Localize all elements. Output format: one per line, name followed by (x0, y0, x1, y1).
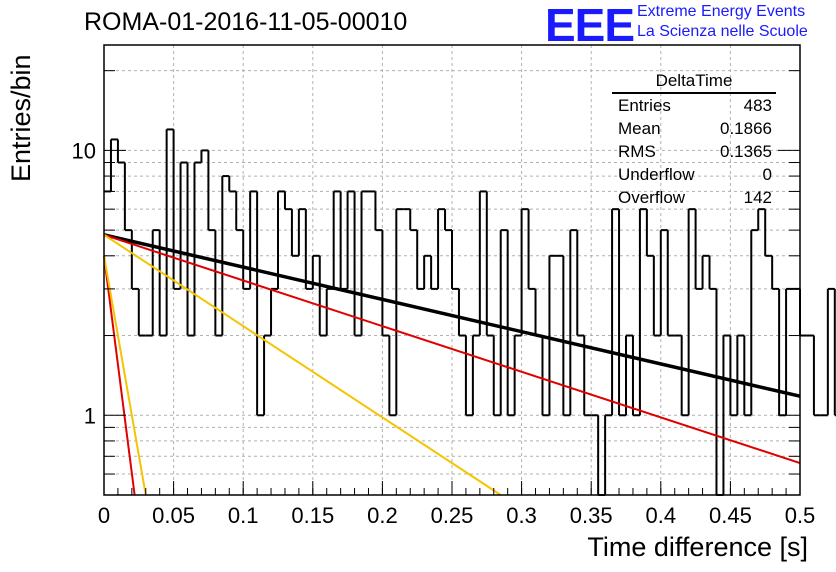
stats-box: DeltaTime Entries 483 Mean 0.1866 RMS 0.… (612, 70, 776, 209)
x-tick-label: 0.15 (291, 503, 334, 528)
fit-curves (103, 233, 801, 496)
stats-value: 142 (743, 188, 772, 207)
stats-label: Overflow (618, 188, 686, 207)
x-tick-label: 0 (98, 503, 110, 528)
grid-lines (104, 45, 800, 496)
x-tick-label: 0.1 (228, 503, 259, 528)
x-tick-label: 0.25 (431, 503, 474, 528)
x-tick-label: 0.45 (709, 503, 752, 528)
y-tick-label: 1 (84, 403, 96, 428)
logo-mark: EEE (545, 0, 635, 51)
fit-line (103, 255, 136, 496)
stats-value: 483 (743, 96, 772, 115)
y-axis-label: Entries/bin (6, 54, 36, 182)
fit-line (103, 255, 147, 496)
logo-line1: Extreme Energy Events (637, 3, 806, 20)
run-title: ROMA-01-2016-11-05-00010 (84, 8, 408, 36)
logo-line2: La Scienza nelle Scuole (637, 23, 808, 40)
fit-line (103, 233, 502, 496)
x-tick-label: 0.3 (506, 503, 537, 528)
x-axis-label: Time difference [s] (587, 532, 808, 562)
fit-line (103, 233, 801, 398)
stats-row-underflow: Underflow 0 (612, 163, 776, 186)
x-tick-label: 0.35 (570, 503, 613, 528)
histogram-series (104, 128, 836, 496)
x-tick-label: 0.2 (367, 503, 398, 528)
fit-line (103, 233, 801, 465)
x-tick-label: 0.4 (646, 503, 677, 528)
stats-row-mean: Mean 0.1866 (612, 117, 776, 140)
stats-value: 0.1365 (720, 142, 772, 161)
stats-title: DeltaTime (612, 70, 776, 94)
stats-label: Entries (618, 96, 671, 115)
stats-label: RMS (618, 142, 656, 161)
stats-label: Underflow (618, 165, 695, 184)
stats-row-entries: Entries 483 (612, 94, 776, 117)
y-tick-label: 10 (72, 138, 96, 163)
stats-row-rms: RMS 0.1365 (612, 140, 776, 163)
x-tick-label: 0.5 (785, 503, 816, 528)
stats-value: 0.1866 (720, 119, 772, 138)
stats-value: 0 (762, 165, 772, 184)
x-tick-label: 0.05 (152, 503, 195, 528)
axis-ticks: 0 0.05 0.1 0.15 0.2 0.25 0.3 0.35 0.4 0.45 0.5 1 10 (72, 70, 816, 528)
stats-row-overflow: Overflow 142 (612, 186, 776, 209)
stats-label: Mean (618, 119, 661, 138)
